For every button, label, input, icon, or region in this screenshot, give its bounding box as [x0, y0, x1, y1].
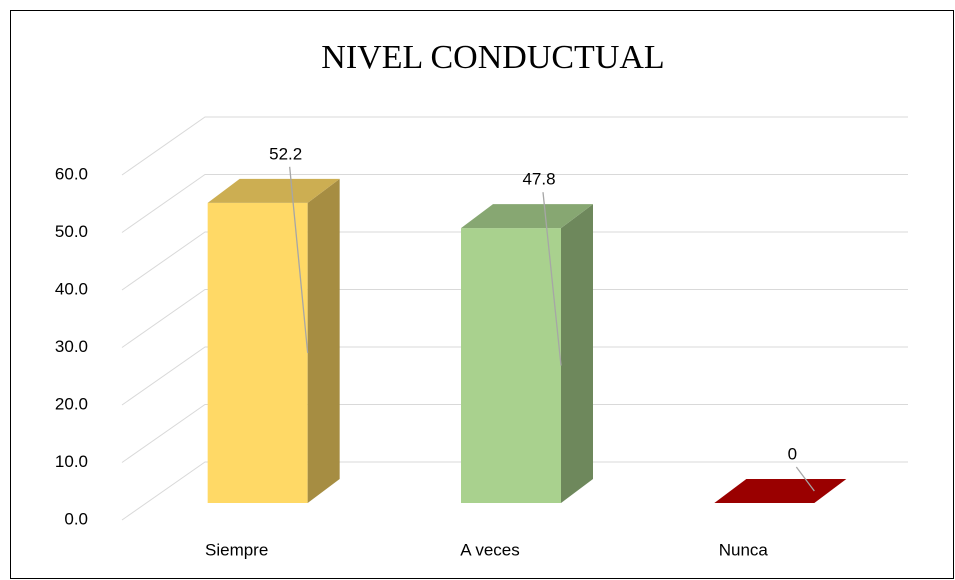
leader-line	[795, 466, 815, 492]
bar-front	[207, 202, 308, 503]
chart-title: NIVEL CONDUCTUAL	[321, 39, 664, 76]
x-tick-label: Nunca	[719, 540, 769, 559]
bar	[714, 479, 847, 503]
y-tick-label: 0.0	[64, 509, 88, 528]
grid-line	[121, 116, 908, 176]
bar-top	[714, 479, 847, 503]
data-label: 47.8	[522, 170, 555, 189]
bar	[207, 178, 340, 503]
y-tick-label: 10.0	[55, 452, 88, 471]
y-tick-label: 30.0	[55, 337, 88, 356]
data-label: 52.2	[269, 144, 302, 163]
y-tick-label: 40.0	[55, 279, 88, 298]
grid-line	[121, 404, 908, 463]
x-tick-label: Siempre	[205, 540, 268, 559]
leader-line	[289, 166, 309, 353]
x-tick-label: A veces	[460, 540, 520, 559]
y-tick-label: 20.0	[55, 394, 88, 413]
bar-side	[307, 178, 340, 503]
bar-side	[561, 204, 593, 503]
bar-front	[461, 228, 561, 503]
grid-line	[121, 174, 908, 233]
y-tick-label: 60.0	[55, 164, 88, 183]
grid-line	[121, 289, 908, 348]
data-label: 0	[788, 444, 797, 463]
grid-line	[121, 461, 908, 521]
y-tick-label: 50.0	[55, 222, 88, 241]
bar-top	[461, 204, 593, 229]
bar-top	[207, 178, 340, 203]
bar	[461, 204, 593, 503]
leader-line	[542, 192, 562, 366]
grid-line	[121, 346, 908, 406]
grid-line	[121, 231, 908, 291]
